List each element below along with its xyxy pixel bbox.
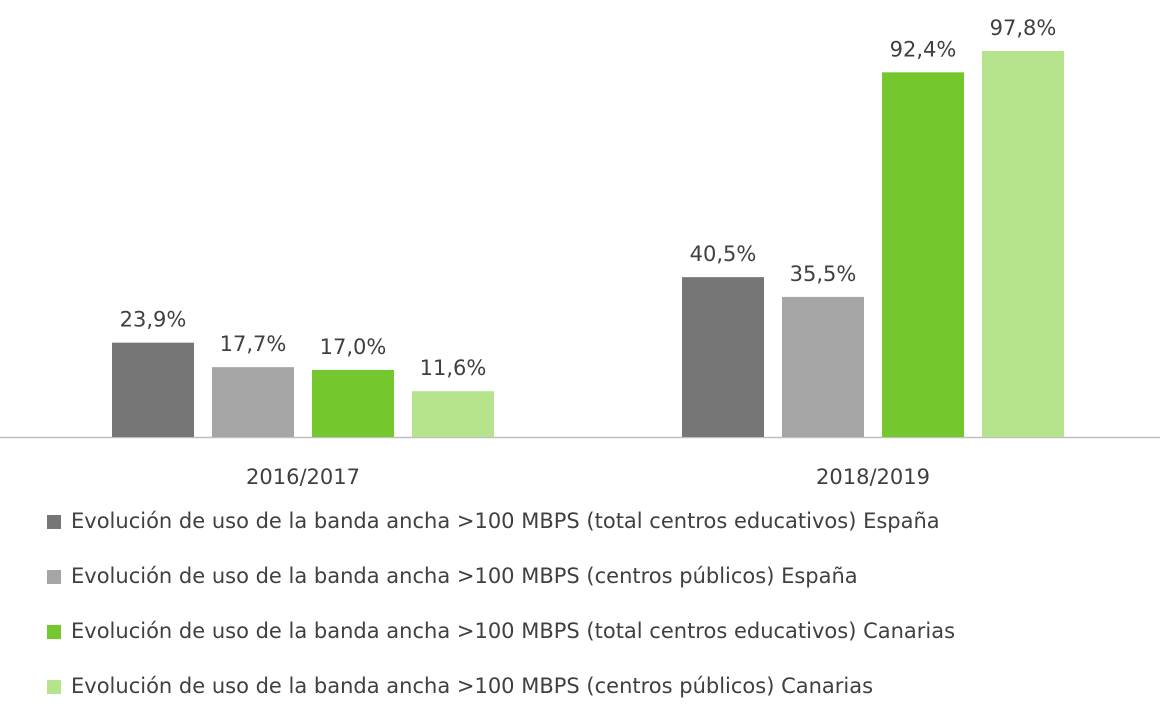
x-tick-label: 2018/2019 [816, 465, 930, 489]
bar [682, 277, 764, 437]
bar [412, 391, 494, 437]
legend-label: Evolución de uso de la banda ancha >100 … [71, 509, 940, 533]
legend-label: Evolución de uso de la banda ancha >100 … [71, 674, 873, 698]
value-label: 17,7% [220, 332, 287, 356]
value-label: 17,0% [320, 335, 387, 359]
bar [982, 51, 1064, 437]
legend-label: Evolución de uso de la banda ancha >100 … [71, 564, 858, 588]
legend-label: Evolución de uso de la banda ancha >100 … [71, 619, 955, 643]
bar [312, 369, 394, 437]
x-tick-label: 2016/2017 [246, 465, 360, 489]
value-label: 97,8% [990, 16, 1057, 40]
legend-swatch [47, 570, 61, 584]
legend-swatch [47, 680, 61, 694]
bar [782, 296, 864, 437]
bar [212, 367, 294, 437]
value-label: 11,6% [420, 356, 487, 380]
value-label: 40,5% [690, 242, 757, 266]
value-label: 35,5% [790, 262, 857, 286]
bar [882, 72, 964, 438]
bar [112, 342, 194, 437]
legend-swatch [47, 515, 61, 529]
value-label: 23,9% [120, 308, 187, 332]
value-label: 92,4% [890, 37, 957, 61]
legend-swatch [47, 625, 61, 639]
